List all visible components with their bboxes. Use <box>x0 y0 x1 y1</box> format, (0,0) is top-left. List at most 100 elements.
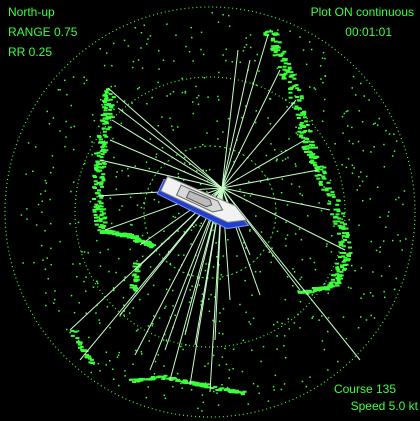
noise-dot <box>277 29 279 31</box>
noise-dot <box>165 340 168 342</box>
noise-dot <box>300 276 303 279</box>
noise-dot <box>172 385 174 388</box>
echo <box>270 49 275 51</box>
noise-dot <box>123 310 126 312</box>
echo <box>298 291 302 294</box>
ray <box>221 34 269 189</box>
noise-dot <box>269 98 272 100</box>
echo <box>341 212 346 215</box>
noise-dot <box>325 245 328 248</box>
noise-dot <box>172 129 174 131</box>
noise-dot <box>183 254 185 256</box>
noise-dot <box>299 278 301 281</box>
echo <box>142 378 147 381</box>
noise-dot <box>140 351 143 353</box>
noise-dot <box>283 383 286 385</box>
echo <box>327 194 332 197</box>
echo <box>104 94 108 97</box>
noise-dot <box>245 44 248 46</box>
noise-dot <box>183 231 185 233</box>
noise-dot <box>161 116 163 118</box>
echo <box>282 73 287 76</box>
noise-dot <box>329 201 332 203</box>
noise-dot <box>211 12 213 14</box>
noise-dot <box>399 240 401 242</box>
noise-dot <box>153 198 156 201</box>
echo <box>206 386 211 389</box>
noise-dot <box>345 337 348 340</box>
echo <box>335 262 340 265</box>
echo <box>134 276 139 279</box>
echo <box>314 146 318 149</box>
noise-dot <box>169 93 172 95</box>
echo <box>280 59 285 62</box>
echo <box>102 165 107 168</box>
noise-dot <box>73 148 75 151</box>
noise-dot <box>163 394 165 396</box>
noise-dot <box>360 316 362 318</box>
noise-dot <box>249 323 252 325</box>
noise-dot <box>46 110 48 113</box>
radar-noise <box>20 12 407 412</box>
noise-dot <box>254 271 257 273</box>
echo <box>119 235 124 238</box>
noise-dot <box>405 238 407 240</box>
echo <box>279 73 284 76</box>
echo <box>103 101 107 104</box>
noise-dot <box>151 191 153 193</box>
noise-dot <box>217 95 219 98</box>
echo <box>102 122 107 125</box>
noise-dot <box>173 60 175 62</box>
noise-dot <box>281 178 284 180</box>
noise-dot <box>308 41 311 43</box>
echo <box>342 268 347 271</box>
noise-dot <box>362 149 364 152</box>
noise-dot <box>212 319 214 322</box>
noise-dot <box>320 78 322 80</box>
echo <box>305 147 310 150</box>
echo <box>283 59 288 62</box>
echo <box>131 235 136 238</box>
noise-dot <box>217 138 219 140</box>
echo <box>103 109 108 112</box>
plot-status: Plot ON continuous <box>311 5 414 19</box>
echo <box>79 345 84 348</box>
noise-dot <box>334 143 336 145</box>
noise-dot <box>259 181 262 183</box>
echo <box>339 270 344 273</box>
noise-dot <box>110 85 112 88</box>
noise-dot <box>171 125 173 127</box>
noise-dot <box>249 195 252 197</box>
noise-dot <box>132 60 135 63</box>
noise-dot <box>41 244 43 247</box>
noise-dot <box>146 103 148 105</box>
noise-dot <box>350 287 352 289</box>
noise-dot <box>275 160 278 162</box>
echo <box>103 107 108 110</box>
noise-dot <box>195 224 197 226</box>
noise-dot <box>118 257 120 260</box>
echo <box>276 49 281 52</box>
noise-dot <box>318 319 320 321</box>
echo <box>97 189 101 192</box>
noise-dot <box>252 82 254 85</box>
noise-dot <box>361 180 364 183</box>
ray <box>111 119 223 189</box>
echo <box>98 138 103 141</box>
echo <box>282 77 287 80</box>
noise-dot <box>96 280 98 283</box>
noise-dot <box>183 162 186 164</box>
noise-dot <box>208 298 210 300</box>
noise-dot <box>113 378 115 380</box>
noise-dot <box>200 48 202 51</box>
noise-dot <box>313 261 316 264</box>
noise-dot <box>46 257 48 259</box>
boat-bridge <box>185 190 213 208</box>
noise-dot <box>351 164 354 166</box>
noise-dot <box>255 84 258 86</box>
noise-dot <box>191 36 193 39</box>
noise-dot <box>40 193 42 195</box>
echo <box>301 136 305 139</box>
noise-dot <box>35 224 38 226</box>
echo <box>336 277 341 280</box>
